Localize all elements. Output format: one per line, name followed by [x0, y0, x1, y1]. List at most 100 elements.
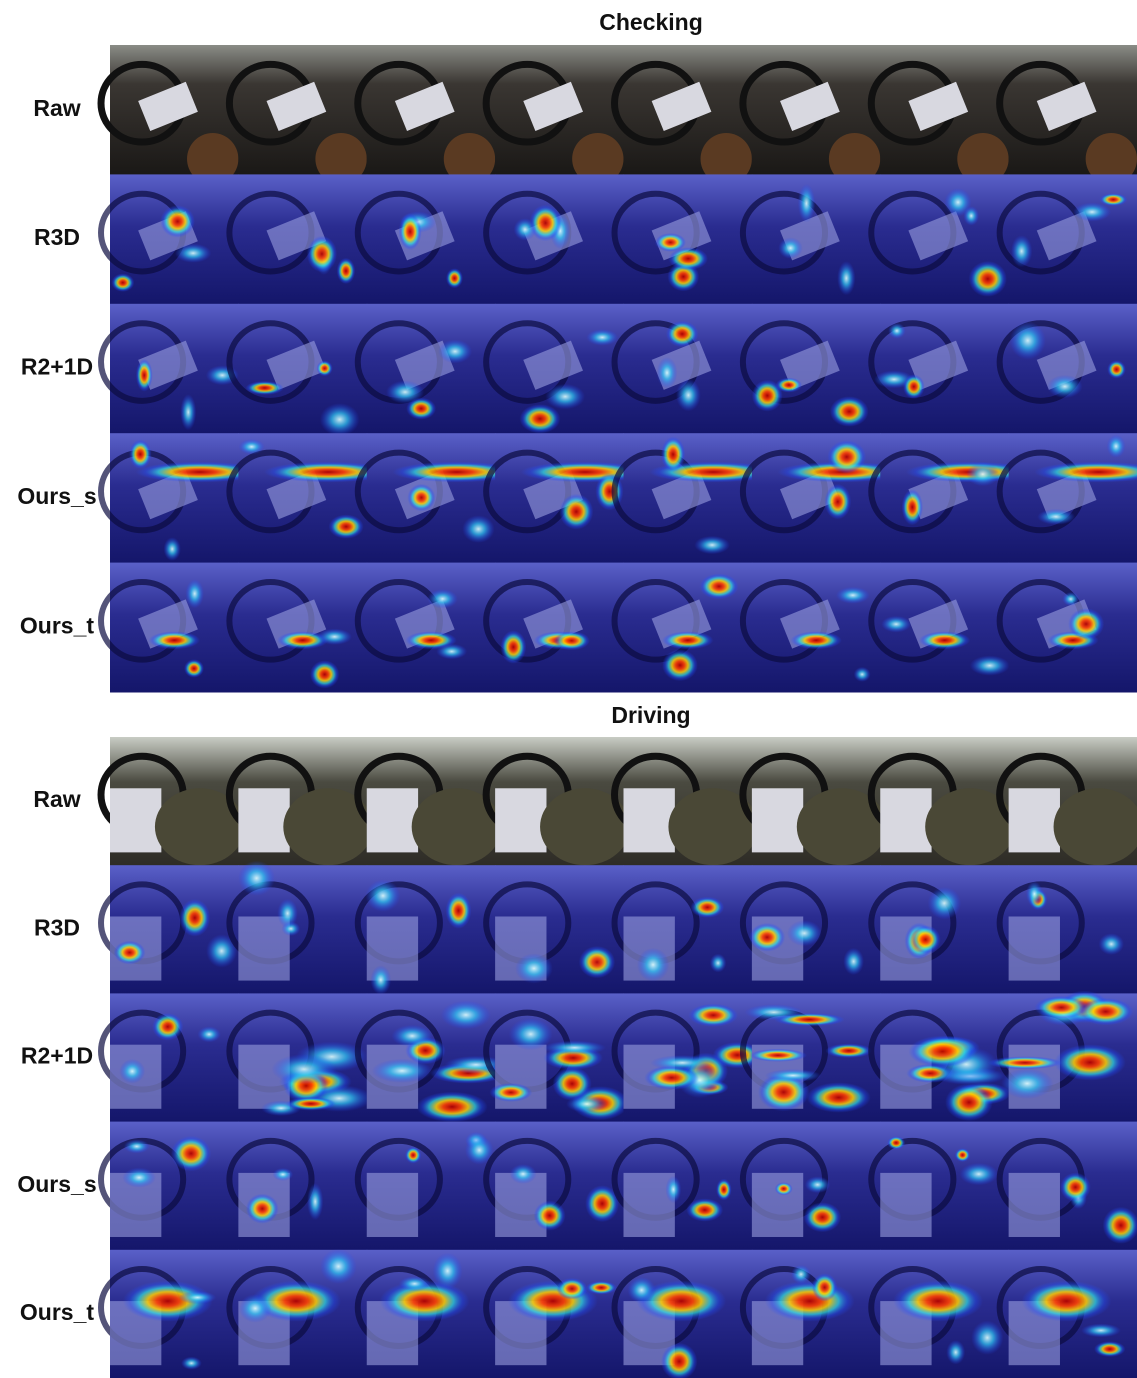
- frame: [358, 563, 496, 693]
- frame: [486, 993, 628, 1122]
- frame: [101, 737, 245, 866]
- frame: [871, 993, 1010, 1122]
- frame: [743, 737, 887, 866]
- activation: [245, 381, 283, 395]
- activation: [124, 1139, 150, 1153]
- frame: [1000, 1250, 1137, 1378]
- paper: [495, 788, 546, 852]
- activation: [122, 1168, 155, 1188]
- activation: [286, 1097, 336, 1111]
- row-label: R3D: [34, 914, 80, 940]
- activation: [790, 631, 841, 649]
- activation: [627, 1277, 655, 1304]
- activation: [716, 1179, 731, 1201]
- activation: [971, 1321, 1003, 1355]
- activation: [320, 403, 360, 436]
- activation: [586, 329, 618, 345]
- activation: [749, 923, 785, 952]
- activation: [307, 236, 337, 273]
- activation: [316, 360, 332, 376]
- activation: [903, 374, 925, 399]
- activation: [1062, 592, 1079, 606]
- activation: [520, 404, 561, 433]
- activation: [662, 631, 713, 649]
- activation: [1037, 509, 1075, 525]
- activation: [1011, 235, 1032, 267]
- activation: [1073, 202, 1111, 221]
- activation: [509, 1018, 553, 1050]
- activation: [1099, 933, 1124, 955]
- activation: [186, 579, 204, 608]
- activation: [239, 439, 265, 454]
- activation: [119, 1059, 145, 1084]
- paper: [1009, 1173, 1060, 1237]
- activation: [765, 1069, 821, 1082]
- activation: [556, 1278, 587, 1300]
- activation: [446, 893, 472, 929]
- activation: [438, 339, 472, 363]
- frame: [101, 1122, 239, 1251]
- page: CheckingRawR3DR2+1DOurs_sOurs_tDrivingRa…: [0, 0, 1137, 1378]
- activation: [399, 213, 422, 250]
- section-title: Checking: [599, 9, 703, 35]
- activation: [666, 1176, 682, 1203]
- paper: [110, 788, 161, 852]
- activation: [1047, 375, 1082, 398]
- activation: [775, 1182, 793, 1195]
- row-label: R3D: [34, 224, 80, 250]
- frame: [1000, 433, 1137, 563]
- activation: [417, 1092, 488, 1122]
- frame: [101, 865, 239, 994]
- activation: [129, 439, 151, 469]
- activation: [273, 1168, 293, 1181]
- activation: [666, 321, 698, 347]
- activation: [881, 616, 911, 633]
- frame: [486, 563, 624, 693]
- frame: [743, 865, 881, 994]
- activation: [427, 589, 457, 608]
- activation: [837, 261, 855, 295]
- frame: [486, 45, 624, 185]
- paper: [238, 788, 289, 852]
- activation: [988, 1056, 1062, 1069]
- activation: [515, 953, 553, 983]
- frame: [229, 737, 373, 866]
- frame: [358, 45, 496, 185]
- activation: [946, 1340, 965, 1364]
- frame: [358, 1122, 496, 1251]
- activation: [854, 667, 871, 682]
- activation: [436, 644, 467, 660]
- frame: [1000, 563, 1137, 693]
- row-label: Raw: [33, 95, 80, 121]
- activation: [277, 899, 298, 928]
- activation: [329, 515, 364, 539]
- frame: [743, 563, 881, 693]
- paper: [1009, 916, 1060, 980]
- frame: [743, 1250, 881, 1378]
- row-label: Ours_s: [17, 1171, 96, 1197]
- activation: [149, 631, 200, 649]
- activation: [405, 1147, 421, 1164]
- frame: [229, 45, 367, 185]
- activation: [798, 184, 815, 223]
- activation: [919, 631, 970, 649]
- activation: [812, 1273, 838, 1301]
- frame: [101, 304, 239, 434]
- row-label: Ours_t: [20, 1299, 94, 1325]
- frame: [1000, 304, 1137, 434]
- activation: [310, 660, 339, 688]
- activation: [111, 273, 134, 291]
- activation: [830, 396, 869, 427]
- row-label: Ours_t: [20, 612, 94, 638]
- activation: [650, 1055, 714, 1070]
- activation: [1021, 1281, 1111, 1322]
- activation: [152, 1013, 183, 1041]
- activation: [676, 379, 701, 411]
- frame: [101, 563, 239, 693]
- frame: [871, 1122, 1009, 1251]
- frame: [743, 1122, 881, 1251]
- activation: [637, 948, 669, 982]
- frame: [871, 304, 1009, 434]
- frame: [1000, 1122, 1137, 1251]
- frame: [358, 1250, 496, 1378]
